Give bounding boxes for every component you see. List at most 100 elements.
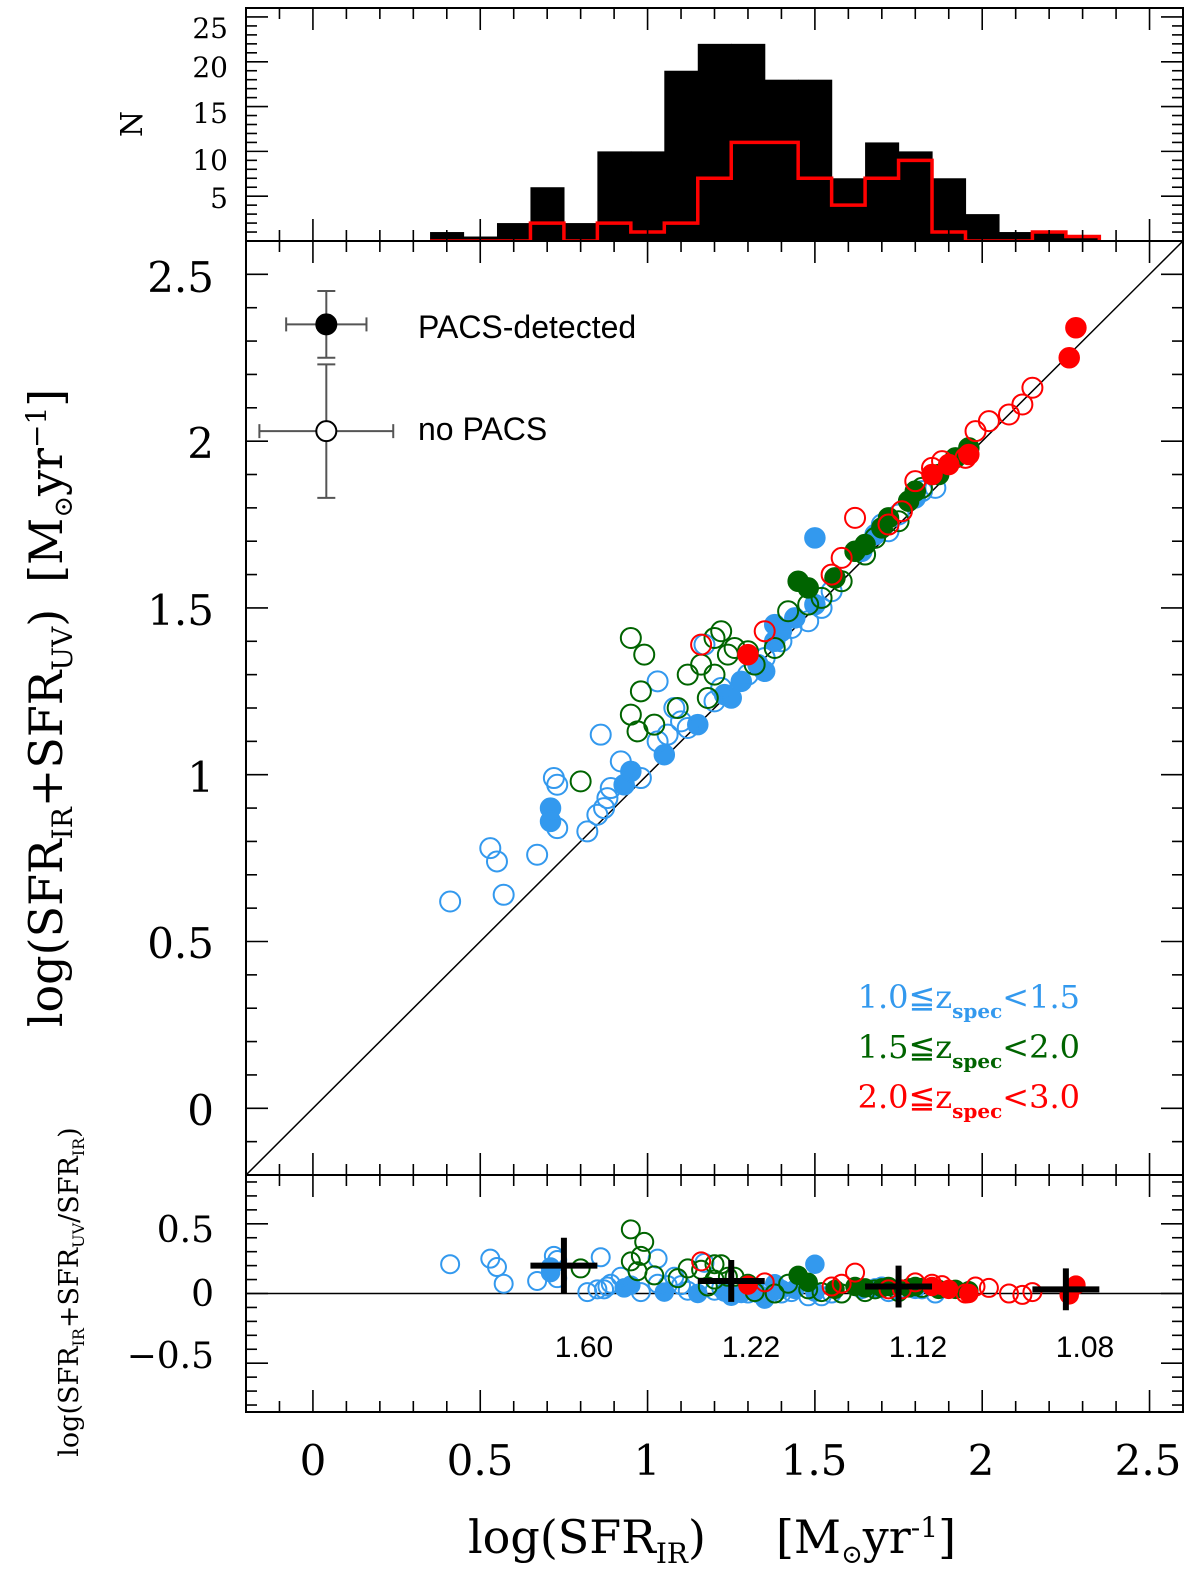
residual-point (771, 1283, 792, 1304)
residual-point (691, 1251, 712, 1272)
histogram-red-step (430, 140, 1102, 241)
data-point (804, 527, 826, 549)
data-point (954, 446, 977, 469)
data-point (830, 546, 853, 569)
bin-ratio-label: 1.08 (1056, 1331, 1114, 1364)
residual-point (821, 1276, 842, 1297)
data-point (593, 797, 616, 820)
residual-point (590, 1247, 611, 1268)
data-point (619, 626, 642, 649)
data-point (690, 653, 713, 676)
residual-point (965, 1276, 986, 1297)
data-point (596, 787, 619, 810)
data-point (1021, 376, 1044, 399)
data-point (479, 837, 502, 860)
data-point (629, 680, 652, 703)
data-point (753, 620, 776, 643)
main-ytick-label: 2 (187, 419, 214, 468)
data-point (609, 750, 632, 773)
residual-point (831, 1273, 852, 1294)
residual-point (587, 1279, 608, 1300)
legend-pacs-detected-label: PACS-detected (418, 309, 636, 345)
legend-no-pacs-label: no PACS (418, 411, 547, 447)
histogram-bar (697, 43, 732, 241)
main-scatter-points (439, 316, 1087, 913)
histogram-ticks (245, 7, 1184, 241)
residual-point (805, 1254, 825, 1274)
data-point (977, 410, 1000, 433)
main-ytick-label: 0.5 (147, 919, 214, 968)
hist-ytick-label: 20 (192, 51, 228, 84)
residual-point (440, 1254, 461, 1275)
main-ytick-label: 1.5 (147, 586, 214, 635)
hist-ytick-label: 25 (192, 12, 228, 45)
residual-point (697, 1276, 718, 1297)
residual-y-axis-label: log(SFRIR+SFRUV/SFRIR) (54, 1127, 88, 1456)
data-point (703, 626, 726, 649)
data-point (629, 767, 652, 790)
residual-point (644, 1265, 665, 1286)
data-point (1058, 347, 1080, 369)
residual-point (764, 1283, 785, 1304)
residual-point (647, 1248, 668, 1269)
data-point (854, 543, 877, 566)
data-point (810, 596, 833, 619)
residual-point (1012, 1284, 1033, 1305)
residual-point (600, 1273, 621, 1294)
residual-frame (245, 1174, 1184, 1413)
data-point (777, 600, 800, 623)
data-point (576, 820, 599, 843)
redshift-legend-entry: 2.0≦zspec<3.0 (858, 1078, 1080, 1123)
x-tick-label: 2.5 (1115, 1436, 1182, 1485)
data-point (546, 773, 569, 796)
residual-point (754, 1283, 775, 1304)
data-point (526, 843, 549, 866)
resid-ytick-label: 0.5 (157, 1210, 214, 1251)
x-tick-label: 1.5 (781, 1436, 848, 1485)
main-ytick-label: 2.5 (147, 253, 214, 302)
bin-markers (530, 1237, 1100, 1311)
data-point (820, 563, 843, 586)
main-ytick-label: 0 (187, 1086, 214, 1135)
histogram-ytick-labels: 5 10 15 20 25 (192, 12, 228, 215)
hist-ytick-label: 15 (192, 97, 228, 130)
data-point (569, 770, 592, 793)
residual-point (597, 1276, 618, 1297)
data-point (599, 777, 622, 800)
data-point (887, 510, 910, 533)
x-axis-label: log(SFRIR) [M⊙yr-1] (468, 1510, 956, 1570)
data-point (844, 506, 867, 529)
bin-ratio-label: 1.22 (722, 1331, 780, 1364)
residual-panel: 1.60 1.22 1.12 1.08 0.5 0 −0.5 0 0.5 1 1… (54, 1127, 1184, 1570)
residual-point (855, 1282, 876, 1303)
residual-point (493, 1273, 514, 1294)
main-ytick-labels: 0 0.5 1 1.5 2 2.5 (147, 253, 214, 1135)
residual-point (905, 1272, 926, 1293)
residual-point (831, 1283, 852, 1304)
data-point (633, 643, 656, 666)
detection-legend: PACS-detected no PACS (258, 290, 636, 499)
histogram-bar (865, 142, 900, 241)
residual-point (939, 1279, 959, 1300)
data-point (696, 686, 719, 709)
legend-filled-marker (315, 313, 338, 336)
data-point (904, 470, 927, 493)
x-tick-label: 2 (968, 1436, 995, 1485)
data-point (586, 803, 609, 826)
residual-point (811, 1282, 832, 1303)
residual-point (527, 1270, 548, 1291)
residual-point (798, 1279, 819, 1300)
legend-open-marker (315, 420, 338, 443)
residual-point (594, 1279, 615, 1300)
resid-ytick-label: −0.5 (127, 1336, 214, 1377)
residual-point (932, 1275, 953, 1296)
data-point (643, 713, 666, 736)
x-tick-label: 0 (300, 1436, 327, 1485)
histogram-bar (597, 151, 632, 241)
residual-ytick-labels: 0.5 0 −0.5 (127, 1210, 214, 1377)
data-point (646, 670, 669, 693)
data-point (864, 526, 887, 549)
data-point (485, 850, 508, 873)
data-point (676, 717, 699, 740)
residual-point (998, 1283, 1019, 1304)
